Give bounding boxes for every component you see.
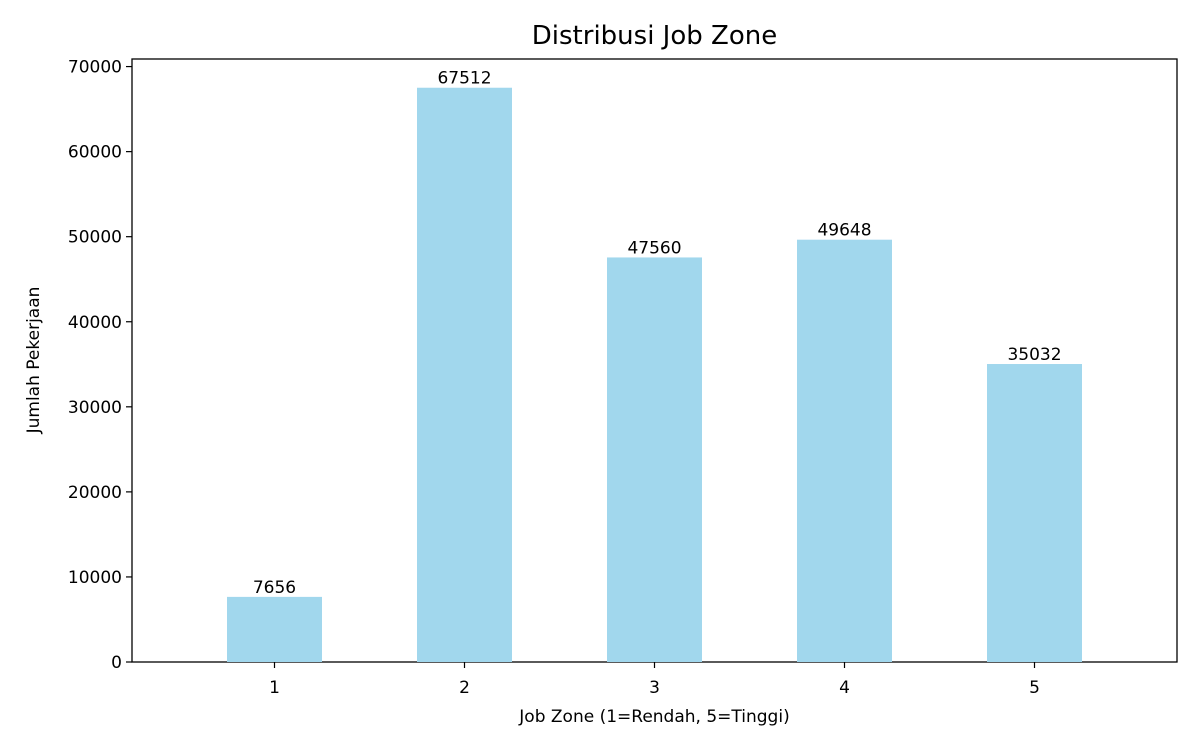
bar-3 (607, 257, 702, 662)
bar-5 (987, 364, 1082, 662)
y-tick-label-20000: 20000 (68, 483, 122, 503)
x-tick-label-3: 3 (649, 678, 660, 698)
bar-1 (227, 596, 322, 662)
bar-2 (417, 87, 512, 663)
y-tick-label-50000: 50000 (68, 228, 122, 248)
data-labels-layer: 7656 67512 47560 49648 35032 (253, 69, 1062, 598)
x-tick-label-4: 4 (839, 678, 850, 698)
data-label-3: 47560 (627, 238, 681, 258)
bars-layer (227, 87, 1082, 663)
x-tick-label-5: 5 (1029, 678, 1040, 698)
x-axis-label: Job Zone (1=Rendah, 5=Tinggi) (518, 707, 789, 727)
data-label-1: 7656 (253, 578, 296, 598)
y-tick-label-40000: 40000 (68, 313, 122, 333)
y-axis: 0 10000 20000 30000 40000 50000 60000 70000 (68, 58, 132, 673)
y-axis-label: Jumlah Pekerjaan (24, 287, 44, 435)
chart-title: Distribusi Job Zone (532, 21, 777, 51)
x-axis: 1 2 3 4 5 (269, 662, 1040, 698)
y-tick-label-70000: 70000 (68, 58, 122, 78)
y-tick-label-0: 0 (111, 653, 122, 673)
y-tick-label-10000: 10000 (68, 568, 122, 588)
y-tick-label-30000: 30000 (68, 398, 122, 418)
x-tick-label-2: 2 (459, 678, 470, 698)
data-label-4: 49648 (817, 221, 871, 241)
bar-4 (797, 239, 892, 662)
plot-area: 7656 67512 47560 49648 35032 (131, 58, 1178, 663)
x-tick-label-1: 1 (269, 678, 280, 698)
data-label-5: 35032 (1007, 345, 1061, 365)
y-tick-label-60000: 60000 (68, 143, 122, 163)
data-label-2: 67512 (437, 69, 491, 89)
